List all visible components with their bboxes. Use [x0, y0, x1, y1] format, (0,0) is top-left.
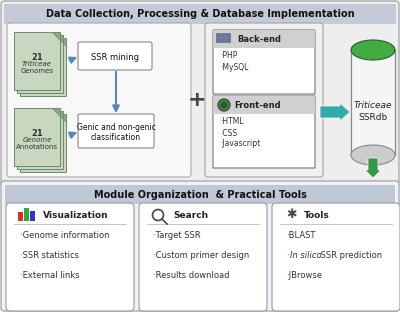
Text: ·Custom primer design: ·Custom primer design: [153, 251, 249, 261]
Text: Triticeae: Triticeae: [354, 100, 392, 110]
Text: Annotations: Annotations: [16, 144, 58, 150]
FancyBboxPatch shape: [4, 4, 396, 24]
FancyBboxPatch shape: [20, 38, 66, 96]
FancyBboxPatch shape: [1, 181, 399, 311]
Circle shape: [222, 103, 226, 108]
Text: ·Results download: ·Results download: [153, 271, 230, 280]
FancyArrow shape: [365, 158, 381, 178]
Text: ·BLAST: ·BLAST: [286, 232, 315, 241]
Bar: [226, 33, 230, 37]
Text: Front-end: Front-end: [234, 100, 281, 110]
FancyBboxPatch shape: [213, 30, 315, 48]
Text: Genic and non-genic: Genic and non-genic: [76, 123, 156, 131]
Bar: [351, 50, 395, 155]
Ellipse shape: [351, 145, 395, 165]
FancyBboxPatch shape: [14, 32, 60, 90]
Text: +: +: [188, 90, 206, 110]
FancyBboxPatch shape: [205, 23, 323, 177]
Text: SSR prediction: SSR prediction: [318, 251, 382, 261]
Bar: [18, 212, 23, 221]
FancyBboxPatch shape: [20, 114, 66, 172]
Bar: [216, 38, 220, 42]
FancyBboxPatch shape: [213, 96, 315, 114]
FancyBboxPatch shape: [272, 203, 400, 311]
Text: classification: classification: [91, 133, 141, 142]
Text: ·External links: ·External links: [20, 271, 80, 280]
Polygon shape: [58, 38, 66, 46]
Bar: [226, 38, 230, 42]
Text: ·PHP: ·PHP: [220, 51, 237, 61]
FancyArrow shape: [320, 103, 350, 121]
Text: ·SSR statistics: ·SSR statistics: [20, 251, 79, 261]
Circle shape: [218, 99, 230, 111]
Bar: [24, 208, 29, 221]
Text: ·JBrowse: ·JBrowse: [286, 271, 322, 280]
FancyBboxPatch shape: [1, 1, 399, 185]
Text: ·: ·: [286, 251, 289, 261]
FancyBboxPatch shape: [6, 203, 134, 311]
FancyBboxPatch shape: [17, 35, 63, 93]
Text: ·MySQL: ·MySQL: [220, 64, 248, 72]
Text: Module Organization  & Practical Tools: Module Organization & Practical Tools: [94, 190, 306, 200]
FancyBboxPatch shape: [78, 42, 152, 70]
Text: SSRdb: SSRdb: [358, 114, 388, 123]
Circle shape: [220, 100, 228, 110]
FancyBboxPatch shape: [139, 203, 267, 311]
FancyBboxPatch shape: [213, 96, 315, 168]
Text: ·Genome information: ·Genome information: [20, 232, 110, 241]
Polygon shape: [52, 108, 60, 116]
Polygon shape: [58, 114, 66, 122]
FancyBboxPatch shape: [78, 114, 154, 148]
Bar: [30, 211, 35, 221]
Text: ·HTML: ·HTML: [220, 118, 244, 126]
Polygon shape: [55, 35, 63, 43]
FancyBboxPatch shape: [17, 111, 63, 169]
Text: Search: Search: [173, 211, 208, 220]
Text: Triticeae: Triticeae: [22, 61, 52, 67]
Polygon shape: [55, 111, 63, 119]
FancyBboxPatch shape: [4, 184, 396, 204]
Text: ✱: ✱: [286, 208, 296, 222]
Text: ·Target SSR: ·Target SSR: [153, 232, 201, 241]
Bar: [221, 38, 225, 42]
FancyBboxPatch shape: [14, 108, 60, 166]
Bar: [216, 33, 220, 37]
Text: Visualization: Visualization: [43, 211, 109, 220]
Text: ·CSS: ·CSS: [220, 129, 237, 138]
Text: In silico: In silico: [290, 251, 322, 261]
Ellipse shape: [351, 40, 395, 60]
Text: SSR mining: SSR mining: [91, 52, 139, 61]
Text: Back-end: Back-end: [237, 35, 281, 43]
Text: ·Javascript: ·Javascript: [220, 139, 260, 149]
FancyBboxPatch shape: [5, 185, 395, 204]
Text: Data Collection, Processing & Database Implementation: Data Collection, Processing & Database I…: [46, 9, 354, 19]
Polygon shape: [52, 32, 60, 40]
FancyBboxPatch shape: [213, 30, 315, 94]
Text: Genomes: Genomes: [20, 68, 54, 74]
Text: Genome: Genome: [22, 137, 52, 143]
Text: 21: 21: [31, 129, 43, 138]
Text: 21: 21: [31, 52, 43, 61]
Bar: [221, 33, 225, 37]
Text: Tools: Tools: [304, 211, 330, 220]
FancyBboxPatch shape: [7, 23, 191, 177]
